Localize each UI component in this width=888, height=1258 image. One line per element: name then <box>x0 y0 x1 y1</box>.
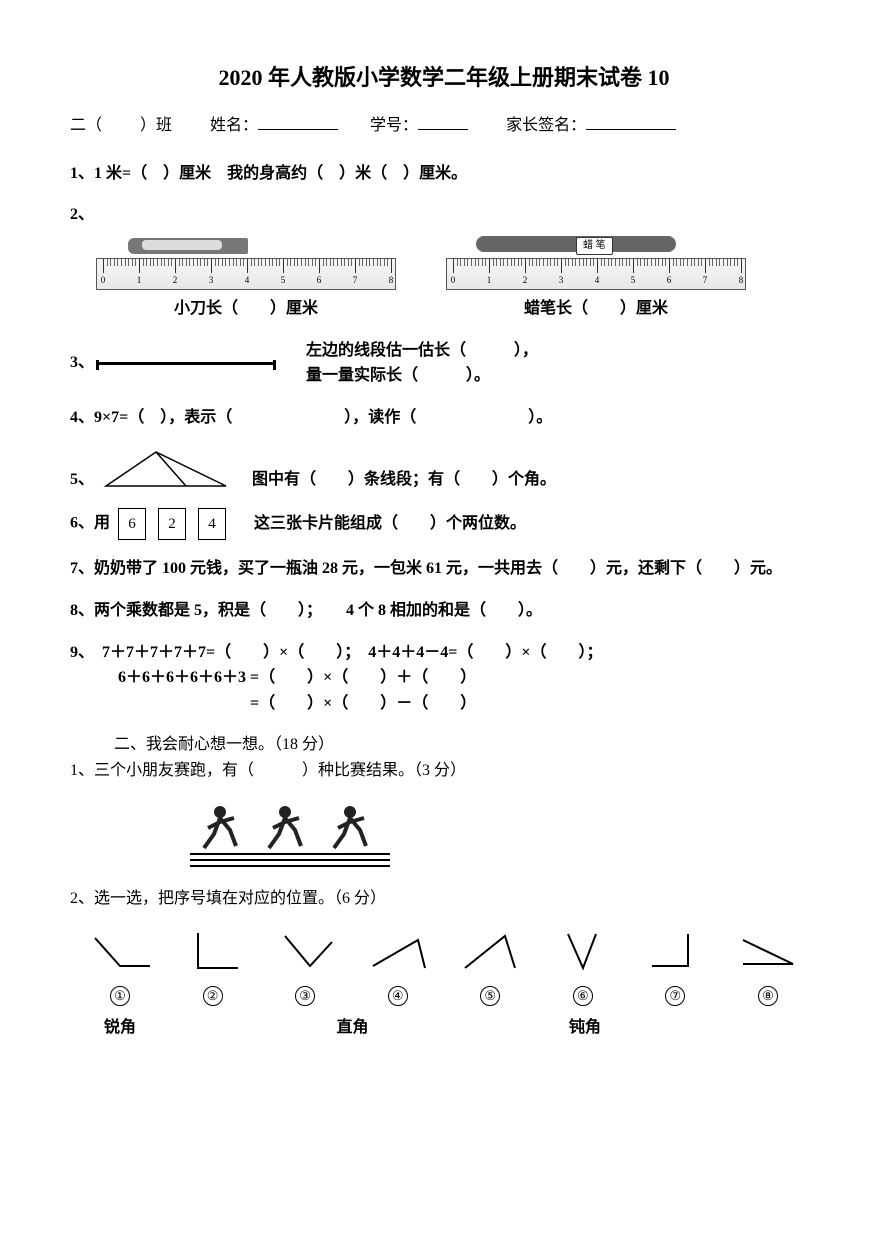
angle-num-8: ⑧ <box>758 986 778 1006</box>
name-blank[interactable] <box>258 129 338 130</box>
question-7: 7、奶奶带了 100 元钱，买了一瓶油 28 元，一包米 61 元，一共用去（ … <box>70 556 818 582</box>
q6-prefix: 6、用 <box>70 515 110 532</box>
student-info-line: 二（ ）班 姓名： 学号： 家长签名： <box>70 113 818 139</box>
q2-prefix: 2、 <box>70 202 96 228</box>
crayon-label: 蜡 笔 <box>576 237 613 255</box>
angle-1-icon <box>85 928 155 974</box>
q9-line1: 9、 7＋7＋7＋7＋7=（ ）×（ ）； 4＋4＋4－4=（ ）×（ ）； <box>70 640 818 666</box>
angle-num-1: ① <box>110 986 130 1006</box>
obtuse-label: 钝角 <box>545 1015 625 1041</box>
class-prefix: 二（ <box>70 117 102 134</box>
angle-num-2: ② <box>203 986 223 1006</box>
card-3: 4 <box>198 508 226 540</box>
ruler-right: 012345678 <box>446 258 746 290</box>
q3-prefix: 3、 <box>70 350 96 376</box>
q9-line3: =（ ）×（ ）－（ ） <box>70 691 818 717</box>
angle-5-icon <box>455 928 525 974</box>
angle-3-icon <box>270 928 340 974</box>
question-3: 3、 左边的线段估一估长（ ）， 量一量实际长（ ）。 <box>70 338 818 389</box>
card-1: 6 <box>118 508 146 540</box>
angle-num-4: ④ <box>388 986 408 1006</box>
id-blank[interactable] <box>418 129 468 130</box>
q6-suffix: 这三张卡片能组成（ ）个两位数。 <box>254 515 526 532</box>
question-5: 5、 图中有（ ）条线段；有（ ）个角。 <box>70 446 818 492</box>
knife-icon <box>96 232 396 258</box>
page-title: 2020 年人教版小学数学二年级上册期末试卷 10 <box>70 60 818 95</box>
angle-6-icon <box>548 928 618 974</box>
knife-caption: 小刀长（ ）厘米 <box>96 296 396 322</box>
id-label: 学号： <box>370 117 418 134</box>
angle-num-6: ⑥ <box>573 986 593 1006</box>
angle-4-icon <box>363 928 433 974</box>
ruler-left: 012345678 <box>96 258 396 290</box>
line-segment-icon <box>96 362 276 365</box>
question-2: 2、 012345678 小刀长（ ）厘米 蜡 笔 012345678 蜡笔长（… <box>70 202 818 321</box>
q3-line2: 量一量实际长（ ）。 <box>306 363 538 389</box>
angle-category-labels: 锐角 直角 钝角 <box>80 1015 808 1041</box>
angle-num-5: ⑤ <box>480 986 500 1006</box>
crayon-icon: 蜡 笔 <box>446 232 746 258</box>
question-9: 9、 7＋7＋7＋7＋7=（ ）×（ ）； 4＋4＋4－4=（ ）×（ ）； 6… <box>70 640 818 717</box>
angles-row: ① ② ③ ④ ⑤ ⑥ ⑦ ⑧ <box>80 928 808 1009</box>
name-label: 姓名： <box>210 117 258 134</box>
triangle-diagram-icon <box>96 446 236 492</box>
section-2-heading: 二、我会耐心想一想。（18 分） <box>114 732 818 758</box>
angle-num-7: ⑦ <box>665 986 685 1006</box>
question-1: 1、1 米=（ ）厘米 我的身高约（ ）米（ ）厘米。 <box>70 161 818 187</box>
angle-8-icon <box>733 928 803 974</box>
angle-7-icon <box>640 928 710 974</box>
angle-num-3: ③ <box>295 986 315 1006</box>
s2-question-1: 1、三个小朋友赛跑，有（ ）种比赛结果。（3 分） <box>70 758 818 784</box>
question-8: 8、两个乘数都是 5，积是（ ）； 4 个 8 相加的和是（ ）。 <box>70 598 818 624</box>
angle-2-icon <box>178 928 248 974</box>
runners-icon <box>190 800 818 879</box>
card-2: 2 <box>158 508 186 540</box>
acute-label: 锐角 <box>80 1015 160 1041</box>
parent-blank[interactable] <box>586 129 676 130</box>
q9-line2: 6＋6＋6＋6＋6＋3 =（ ）×（ ）＋（ ） <box>70 665 818 691</box>
crayon-caption: 蜡笔长（ ）厘米 <box>446 296 746 322</box>
parent-label: 家长签名： <box>506 117 586 134</box>
right-label: 直角 <box>313 1015 393 1041</box>
q3-line1: 左边的线段估一估长（ ）， <box>306 338 538 364</box>
class-suffix: ）班 <box>140 117 172 134</box>
question-4: 4、9×7=（ ），表示（ ），读作（ ）。 <box>70 405 818 431</box>
q5-prefix: 5、 <box>70 467 96 493</box>
s2-question-2: 2、选一选，把序号填在对应的位置。（6 分） <box>70 886 818 912</box>
question-6: 6、用 6 2 4 这三张卡片能组成（ ）个两位数。 <box>70 508 818 540</box>
q5-text: 图中有（ ）条线段；有（ ）个角。 <box>252 467 556 493</box>
